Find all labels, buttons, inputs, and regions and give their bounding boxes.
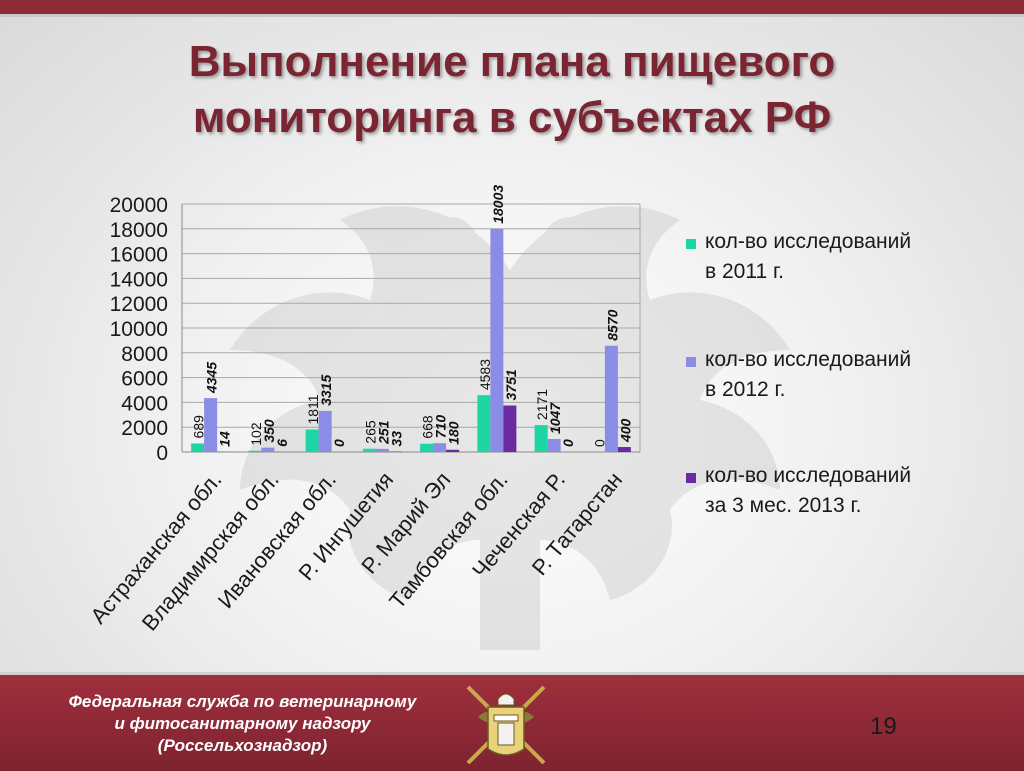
- y-tick-label: 10000: [110, 318, 168, 341]
- legend-swatch: [686, 357, 696, 367]
- footer-bar: Федеральная служба по ветеринарному и фи…: [0, 672, 1024, 771]
- bar: [261, 448, 274, 452]
- bar: [618, 447, 631, 452]
- data-label: 3315: [318, 375, 334, 406]
- data-label: 180: [446, 421, 462, 445]
- data-label: 18003: [490, 185, 506, 224]
- legend-entry: кол-во исследований: [705, 348, 911, 371]
- bar: [204, 398, 217, 452]
- bar: [191, 443, 204, 452]
- legend-entry: в 2011 г.: [705, 260, 784, 283]
- y-tick-label: 14000: [110, 268, 168, 291]
- bar: [433, 443, 446, 452]
- bar: [446, 450, 459, 452]
- bar: [490, 229, 503, 452]
- data-label: 33: [388, 431, 404, 447]
- bar: [420, 444, 433, 452]
- y-tick-label: 4000: [121, 392, 168, 415]
- footer-line-3: (Россельхознадзор): [20, 735, 465, 757]
- bar: [477, 395, 490, 452]
- data-label: 400: [617, 418, 633, 443]
- data-label: 0: [331, 439, 347, 447]
- legend-swatch: [686, 473, 696, 483]
- data-label: 4345: [204, 362, 220, 394]
- y-tick-label: 0: [156, 442, 168, 465]
- footer-organization: Федеральная служба по ветеринарному и фи…: [20, 691, 465, 757]
- y-tick-label: 12000: [110, 293, 168, 316]
- y-tick-label: 18000: [110, 219, 168, 242]
- legend-entry: за 3 мес. 2013 г.: [705, 494, 861, 517]
- bar: [319, 411, 332, 452]
- data-label: 3751: [503, 369, 519, 400]
- bar: [306, 430, 319, 452]
- data-label: 8570: [604, 309, 620, 340]
- footer-line-2: и фитосанитарному надзору: [20, 713, 465, 735]
- bar: [376, 449, 389, 452]
- legend-entry: кол-во исследований: [705, 230, 911, 253]
- legend-entry: в 2012 г.: [705, 378, 785, 401]
- rosselkhoznadzor-emblem-icon: [460, 677, 552, 769]
- legend-swatch: [686, 239, 696, 249]
- footer-line-1: Федеральная служба по ветеринарному: [20, 691, 465, 713]
- bar: [605, 346, 618, 452]
- y-tick-label: 20000: [110, 194, 168, 217]
- data-label: 6: [274, 439, 290, 447]
- page-number: 19: [870, 713, 897, 741]
- bar: [248, 451, 261, 452]
- data-label: 0: [560, 439, 576, 447]
- y-tick-label: 2000: [121, 417, 168, 440]
- bar: [548, 439, 561, 452]
- legend-entry: кол-во исследований: [705, 464, 911, 487]
- data-label: 1047: [547, 402, 563, 434]
- data-label: 14: [217, 431, 233, 447]
- bar: [363, 449, 376, 452]
- y-tick-label: 6000: [121, 368, 168, 391]
- y-tick-label: 8000: [121, 343, 168, 366]
- bar: [535, 425, 548, 452]
- bar: [503, 405, 516, 452]
- data-label: 350: [261, 419, 277, 443]
- y-tick-label: 16000: [110, 244, 168, 267]
